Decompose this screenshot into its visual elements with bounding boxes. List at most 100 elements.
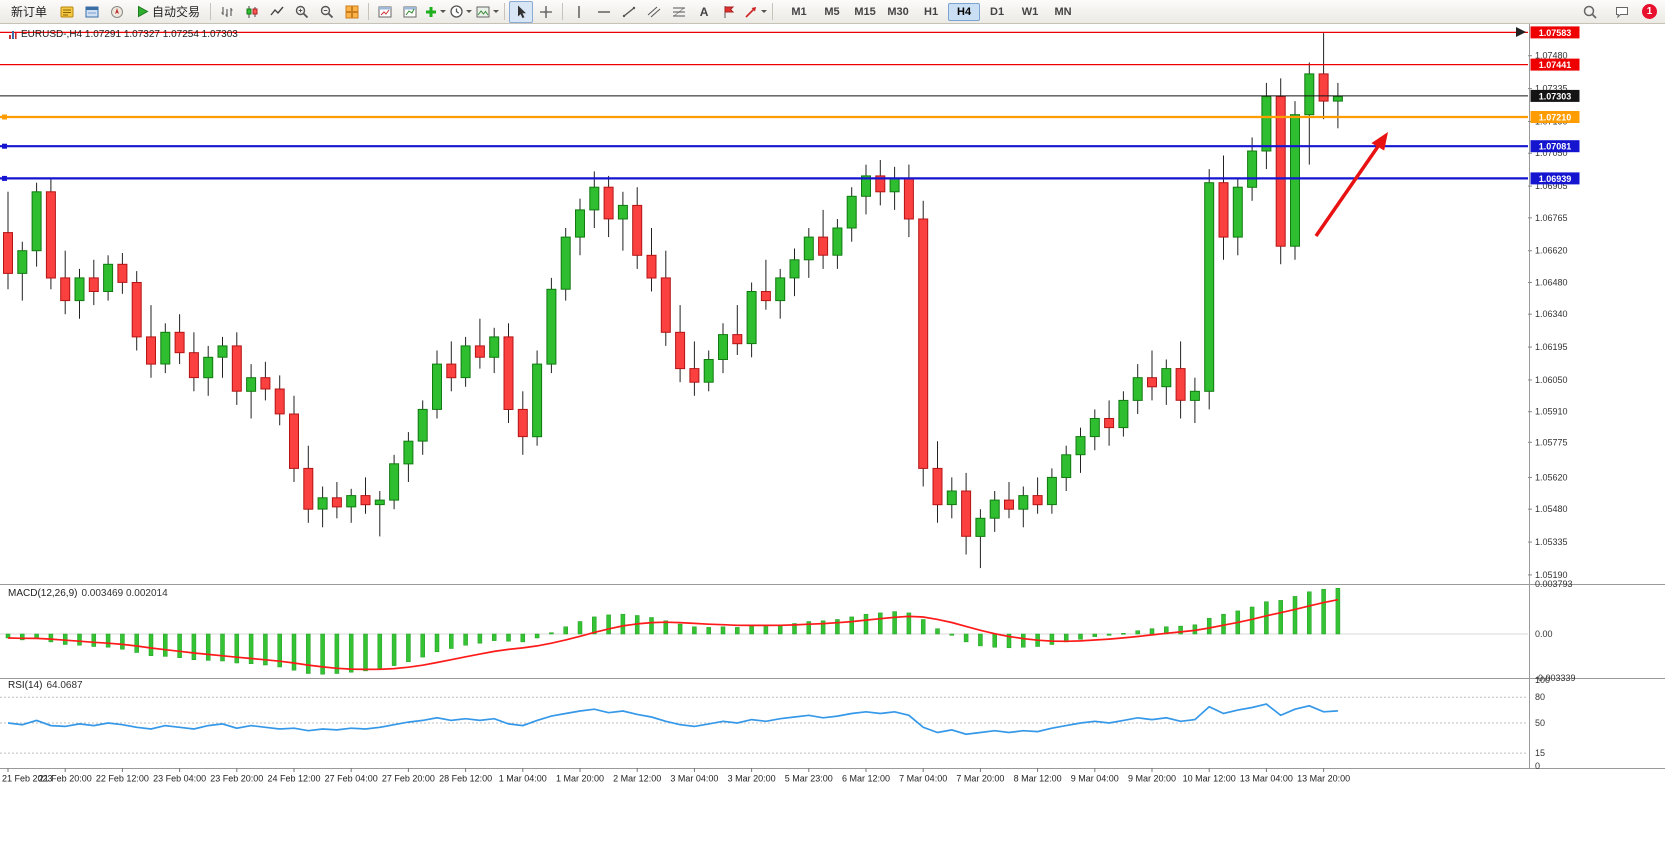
price-level-lines: [0, 31, 1528, 181]
svg-text:1.07583: 1.07583: [1539, 28, 1572, 38]
timeframe-toolbar: M1 M5 M15 M30 H1 H4 D1 W1 MN: [783, 2, 1079, 21]
svg-text:9 Mar 20:00: 9 Mar 20:00: [1128, 774, 1176, 784]
svg-text:80: 80: [1535, 692, 1545, 702]
tile-windows-button[interactable]: [340, 1, 364, 23]
rsi-label: RSI(14) 64.0687: [8, 680, 83, 691]
svg-text:1.07081: 1.07081: [1539, 142, 1572, 152]
macd-indicator-values: 0.003469 0.002014: [81, 588, 168, 599]
line-drag-handle[interactable]: [2, 114, 7, 120]
horizontal-line-tool-button[interactable]: [592, 1, 616, 23]
svg-text:1.06195: 1.06195: [1535, 342, 1568, 352]
add-indicator-icon: [426, 6, 437, 17]
timeframe-m1[interactable]: M1: [791, 5, 807, 18]
svg-text:23 Feb 20:00: 23 Feb 20:00: [210, 774, 263, 784]
candlestick-type-button[interactable]: [240, 1, 264, 23]
template-icon: [476, 6, 490, 17]
trend-arrow-annotation[interactable]: [1314, 132, 1388, 237]
chart-window-icon: [378, 6, 392, 17]
market-watch-button[interactable]: [55, 1, 79, 23]
line-drag-handle[interactable]: [2, 175, 7, 181]
tile-windows-icon: [345, 5, 359, 18]
svg-text:2 Mar 12:00: 2 Mar 12:00: [613, 774, 661, 784]
chart-area: 1.074801.073351.071901.070501.069051.067…: [0, 24, 1665, 841]
timeframe-m30[interactable]: M30: [887, 5, 909, 18]
dropdown-caret-icon: [466, 10, 473, 13]
market-watch-icon: [60, 6, 74, 17]
trendline-icon: [622, 6, 636, 17]
auto-trading-button[interactable]: 自动交易: [130, 1, 206, 23]
svg-text:1.06939: 1.06939: [1539, 174, 1572, 184]
svg-text:27 Feb 04:00: 27 Feb 04:00: [325, 774, 378, 784]
data-window-button[interactable]: [80, 1, 104, 23]
cursor-tool-button[interactable]: [509, 0, 534, 23]
new-order-button[interactable]: 新订单: [4, 2, 54, 22]
symbol-dropdown-icon[interactable]: [8, 30, 17, 40]
svg-text:13 Mar 20:00: 13 Mar 20:00: [1297, 774, 1350, 784]
bar-chart-type-button[interactable]: [215, 1, 239, 23]
timeframe-m15[interactable]: M15: [854, 5, 876, 18]
chart-canvas[interactable]: 1.074801.073351.071901.070501.069051.067…: [0, 24, 1665, 841]
trendline-tool-button[interactable]: [617, 1, 641, 23]
channel-icon: [647, 6, 661, 17]
crosshair-tool-button[interactable]: [534, 1, 558, 23]
chat-button[interactable]: [1610, 1, 1634, 23]
channel-tool-button[interactable]: [642, 1, 666, 23]
line-chart-type-button[interactable]: [265, 1, 289, 23]
line-chart-icon: [270, 6, 284, 15]
text-tool-button[interactable]: A: [692, 1, 716, 23]
svg-text:1.06050: 1.06050: [1535, 375, 1568, 385]
label-tool-button[interactable]: [717, 1, 741, 23]
svg-text:15: 15: [1535, 748, 1545, 758]
period-selector-button[interactable]: [448, 1, 473, 23]
navigator-button[interactable]: [105, 1, 129, 23]
svg-text:50: 50: [1535, 718, 1545, 728]
svg-text:-0.003339: -0.003339: [1535, 673, 1576, 683]
macd-signal-line: [7, 598, 1339, 671]
zoom-in-icon: [295, 5, 309, 18]
svg-text:7 Mar 20:00: 7 Mar 20:00: [956, 774, 1004, 784]
search-icon: [1583, 5, 1597, 19]
svg-text:1.06340: 1.06340: [1535, 309, 1568, 319]
add-indicator-button[interactable]: [423, 1, 447, 23]
search-button[interactable]: [1578, 1, 1602, 23]
svg-text:1.05190: 1.05190: [1535, 570, 1568, 580]
chart-profile-button[interactable]: [398, 1, 422, 23]
label-flag-icon: [724, 5, 735, 18]
timeframe-d1[interactable]: D1: [990, 5, 1005, 18]
arrow-tool-icon: [745, 6, 757, 18]
fibonacci-tool-button[interactable]: [667, 1, 691, 23]
notification-badge[interactable]: 1: [1642, 4, 1657, 19]
arrows-tool-button[interactable]: [742, 1, 768, 23]
toolbar-right: 1: [1578, 1, 1661, 23]
timeframe-h4[interactable]: H4: [948, 2, 981, 21]
price-badge: [1530, 89, 1580, 102]
chart-shift-marker[interactable]: [1516, 27, 1526, 37]
chat-icon: [1616, 6, 1628, 18]
zoom-out-button[interactable]: [315, 1, 339, 23]
timeframe-mn[interactable]: MN: [1054, 5, 1072, 18]
timeframe-w1[interactable]: W1: [1021, 5, 1039, 18]
timeframe-m5[interactable]: M5: [824, 5, 840, 18]
svg-text:6 Mar 12:00: 6 Mar 12:00: [842, 774, 890, 784]
template-button[interactable]: [474, 1, 500, 23]
svg-text:1.06480: 1.06480: [1535, 277, 1568, 287]
svg-text:1.07050: 1.07050: [1535, 148, 1568, 158]
text-tool-icon: A: [699, 4, 709, 19]
toolbar-separator: [210, 3, 212, 20]
svg-text:1 Mar 04:00: 1 Mar 04:00: [499, 774, 547, 784]
line-drag-handle[interactable]: [2, 143, 7, 149]
svg-text:5 Mar 23:00: 5 Mar 23:00: [785, 774, 833, 784]
new-chart-window-button[interactable]: [373, 1, 397, 23]
timeframe-h1[interactable]: H1: [924, 5, 939, 18]
candlestick-icon: [246, 5, 258, 18]
zoom-in-button[interactable]: [290, 1, 314, 23]
cursor-icon: [518, 5, 527, 18]
svg-text:1.07303: 1.07303: [1539, 91, 1572, 101]
svg-text:1 Mar 20:00: 1 Mar 20:00: [556, 774, 604, 784]
svg-text:1.05480: 1.05480: [1535, 504, 1568, 514]
svg-text:22 Feb 12:00: 22 Feb 12:00: [96, 774, 149, 784]
macd-indicator-name: MACD(12,26,9): [8, 588, 78, 599]
auto-trading-label: 自动交易: [152, 5, 201, 19]
vertical-line-tool-button[interactable]: [567, 1, 591, 23]
svg-text:3 Mar 04:00: 3 Mar 04:00: [670, 774, 718, 784]
